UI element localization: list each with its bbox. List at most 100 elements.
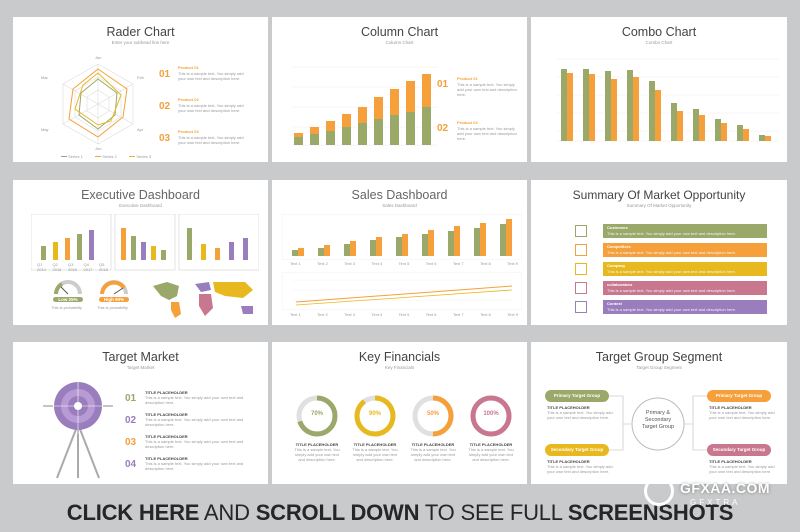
exec-x-labels: Q1 2014 Q2 2015 Q3 2016 Q4 2017 Q5 2018: [37, 262, 109, 272]
ring-percent: 70%: [310, 411, 323, 417]
ring-chart: [412, 395, 454, 437]
x-label: Text 7: [452, 312, 464, 317]
radar-axis-label: Mar: [41, 75, 48, 80]
market-bar: [603, 224, 767, 238]
slide-title: Rader Chart: [106, 25, 175, 39]
x-label: Text 1: [290, 261, 301, 266]
x-label: Text 3: [344, 312, 355, 317]
slide-title: Target Market: [102, 350, 179, 364]
segment-item-text: This is a sample text. You simply add yo…: [709, 410, 775, 420]
column-item-list: 01 Product 01 This is a sample text. You…: [437, 73, 522, 161]
slide-subtitle: Enter your subhead line here: [111, 40, 170, 45]
slide-executive-dashboard[interactable]: Executive Dashboard Executive Dashboard …: [13, 180, 268, 325]
segment-tag: Secondary Target Group: [545, 444, 609, 456]
cta-banner[interactable]: CLICK HERE AND SCROLL DOWN TO SEE FULL S…: [0, 490, 800, 532]
item-title: TITLE PLACEHOLDER: [411, 442, 455, 447]
ring-percent: 50%: [426, 411, 439, 417]
x-label: Text 6: [425, 261, 437, 266]
item-number: 02: [159, 101, 171, 112]
slide-subtitle: Summary Of Market Opportunity: [626, 203, 692, 208]
item-number: 03: [159, 133, 171, 144]
item-title: Product 02: [178, 97, 199, 102]
radar-item: 01 Product 01 This is a sample text. You…: [159, 65, 264, 97]
item-title: TITLE PLACEHOLDER: [145, 434, 188, 439]
slide-target-group-segment[interactable]: Target Group Segment Target Group Segmen…: [531, 342, 787, 484]
slide-key-financials[interactable]: Key Financials Key Financials 70% TITLE …: [272, 342, 527, 484]
segment-item-text: This is a sample text. You simply add yo…: [547, 410, 613, 420]
cta-part: TO SEE FULL: [419, 500, 568, 525]
x-label: Text 4: [371, 312, 383, 317]
column-chart: [292, 66, 438, 146]
combo-chart: [557, 58, 779, 142]
segment-item-title: TITLE PLACEHOLDER: [547, 459, 590, 464]
item-title: TITLE PLACEHOLDER: [145, 456, 188, 461]
ring: 70%: [295, 394, 339, 438]
market-label: Competitors: [607, 244, 631, 249]
item-text: This is a sample text. You simply add yo…: [178, 135, 244, 145]
radar-axis-label: Jan: [95, 55, 102, 60]
market-label: Context: [607, 301, 622, 306]
gauge-subtext: This is probability: [51, 305, 82, 310]
market-bar: [603, 281, 767, 295]
ring: 90%: [353, 394, 397, 438]
sales-bar-chart: [282, 214, 522, 260]
radar-axis-label: May: [41, 127, 49, 132]
radar-item-list: 01 Product 01 This is a sample text. You…: [159, 65, 264, 161]
market-text: This is a sample text. You simply add yo…: [607, 288, 736, 293]
segment-tag: Secondary Target Group: [707, 444, 771, 456]
ring-chart: [296, 395, 338, 437]
market-bar: [603, 300, 767, 314]
slide-target-market[interactable]: Target Market Target Market 01 TITLE PLA…: [13, 342, 268, 484]
slide-subtitle: Target Group Segment: [636, 365, 682, 370]
market-icon: [575, 301, 587, 313]
slide-radar-chart[interactable]: Rader Chart Enter your subhead line here…: [13, 17, 268, 162]
item-text: This is a sample text. You simply add yo…: [352, 447, 398, 462]
item-title: Product 01: [457, 76, 478, 81]
market-row: Customers This is a sample text. You sim…: [575, 224, 769, 243]
legend-item: Series 2: [95, 154, 117, 159]
watermark: GFXAA.COM GFXTRA: [636, 474, 776, 510]
cta-part: SCROLL DOWN: [255, 500, 420, 525]
slide-subtitle: Column Chart: [385, 40, 414, 45]
x-label: Q1 2014: [37, 262, 46, 272]
item-title: TITLE PLACEHOLDER: [145, 390, 188, 395]
slide-sales-dashboard[interactable]: Sales Dashboard Sales Dashboard Text 1 T…: [272, 180, 527, 325]
gauge-subtext: This is probability: [97, 305, 128, 310]
item-text: This is a sample text. You simply add yo…: [457, 126, 517, 141]
segment-item-title: TITLE PLACEHOLDER: [547, 405, 590, 410]
slide-title: Combo Chart: [621, 25, 697, 39]
slide-combo-chart[interactable]: Combo Chart Combo Chart: [531, 17, 787, 162]
item-number: 01: [159, 69, 171, 80]
item-title: TITLE PLACEHOLDER: [353, 442, 397, 447]
cta-text[interactable]: CLICK HERE AND SCROLL DOWN TO SEE FULL S…: [0, 500, 800, 526]
ring-chart: [354, 395, 396, 437]
cta-part: AND: [199, 500, 256, 525]
radar-item: 03 Product 03 This is a sample text. You…: [159, 129, 264, 161]
market-row: Company This is a sample text. You simpl…: [575, 262, 769, 281]
radar-item: 02 Product 02 This is a sample text. You…: [159, 97, 264, 129]
segment-item-text: This is a sample text. You simply add yo…: [547, 464, 613, 474]
slide-market-opportunity[interactable]: Summary Of Market Opportunity Summary Of…: [531, 180, 787, 325]
ring-percent: 90%: [368, 411, 381, 417]
market-rows: Customers This is a sample text. You sim…: [575, 224, 769, 319]
x-label: Text 5: [398, 261, 410, 266]
item-title: TITLE PLACEHOLDER: [295, 442, 339, 447]
slide-subtitle: Target Market: [126, 365, 155, 370]
item-text: This is a sample text. You simply add yo…: [145, 439, 244, 449]
item-text: This is a sample text. You simply add yo…: [178, 103, 244, 113]
x-label: Text 9: [507, 312, 518, 317]
market-icon: [575, 263, 587, 275]
slide-column-chart[interactable]: Column Chart Column Chart 01 Product 01: [272, 17, 527, 162]
segment-item-text: This is a sample text. You simply add yo…: [709, 464, 775, 474]
gauge-high: [100, 280, 128, 295]
radar-axis-label: Apr: [137, 127, 144, 132]
item-text: This is a sample text. You simply add yo…: [468, 447, 514, 462]
market-text: This is a sample text. You simply add yo…: [607, 231, 736, 236]
sales-line-chart: [282, 272, 522, 310]
slide-title: Target Group Segment: [595, 350, 723, 364]
slide-title: Key Financials: [358, 350, 441, 364]
x-label: Q3 2016: [68, 262, 77, 272]
watermark-logo-icon: [644, 476, 674, 506]
slide-title: Executive Dashboard: [81, 188, 200, 202]
segment-tag: Primary Target Group: [707, 390, 771, 402]
